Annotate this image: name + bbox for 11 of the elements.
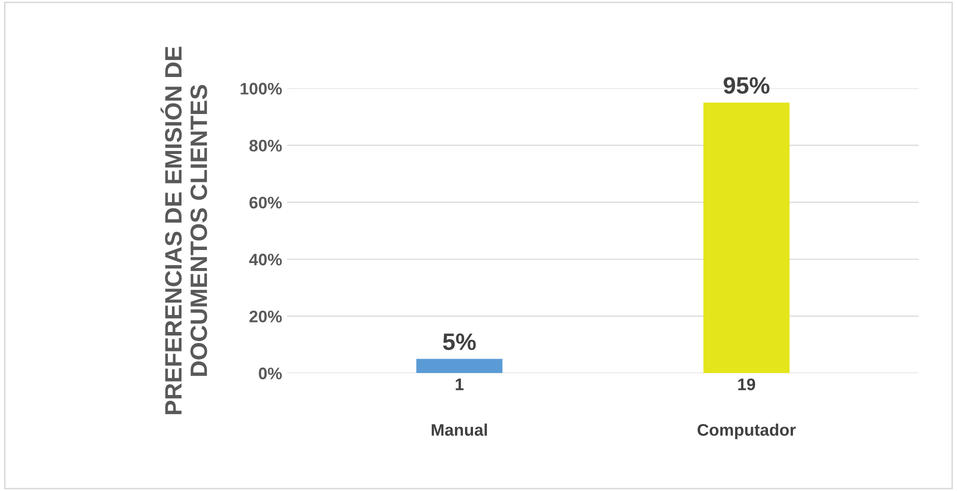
y-axis-title: PREFERENCIAS DE EMISIÓN DE DOCUMENTOS CLIENTES: [160, 46, 208, 414]
category-label: 19 Computador: [698, 378, 796, 440]
y-tick-label: 80%: [249, 140, 282, 152]
data-label: 5%: [443, 333, 476, 350]
y-tick-label: 60%: [249, 196, 282, 208]
y-tick-label: 20%: [249, 310, 282, 322]
data-label: 95%: [724, 77, 770, 94]
y-tick-label: 40%: [249, 254, 282, 266]
y-tick-label: 100%: [240, 82, 282, 95]
category-label: 1 Manual: [432, 378, 487, 436]
y-tick-label: 0%: [258, 368, 282, 380]
